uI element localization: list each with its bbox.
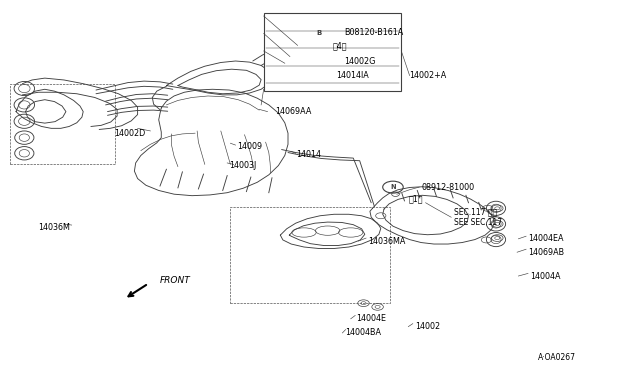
Text: 14069AA: 14069AA <box>275 107 312 116</box>
Text: 14036M: 14036M <box>38 223 70 232</box>
Circle shape <box>308 27 329 39</box>
Bar <box>264 13 401 91</box>
Text: SEC.117 参照: SEC.117 参照 <box>454 208 497 217</box>
Text: SEE SEC.117: SEE SEC.117 <box>454 218 502 227</box>
Text: （4）: （4） <box>333 41 348 50</box>
Text: 14036MA: 14036MA <box>368 237 405 246</box>
Bar <box>230 207 390 303</box>
Text: 14003J: 14003J <box>229 161 257 170</box>
Text: 14014IA: 14014IA <box>336 71 369 80</box>
Text: 14004BA: 14004BA <box>346 328 381 337</box>
Text: 14014: 14014 <box>296 150 321 159</box>
Text: N: N <box>390 184 396 190</box>
Text: B08120-B161A: B08120-B161A <box>344 28 404 37</box>
Text: 14004E: 14004E <box>356 314 387 323</box>
Text: FRONT: FRONT <box>160 276 191 285</box>
Text: 14002+A: 14002+A <box>410 71 447 80</box>
Text: B: B <box>316 30 321 36</box>
Text: 14004A: 14004A <box>530 272 561 280</box>
Text: 14002: 14002 <box>415 322 440 331</box>
Text: 14009: 14009 <box>237 142 262 151</box>
Text: 14069AB: 14069AB <box>528 248 564 257</box>
Text: 14002G: 14002G <box>344 57 376 66</box>
Circle shape <box>383 181 403 193</box>
Text: （1）: （1） <box>408 195 423 203</box>
Text: 14002D: 14002D <box>114 129 145 138</box>
Text: 08912-81000: 08912-81000 <box>421 183 474 192</box>
Text: A·OA0267: A·OA0267 <box>538 353 575 362</box>
Text: 14004EA: 14004EA <box>528 234 563 243</box>
